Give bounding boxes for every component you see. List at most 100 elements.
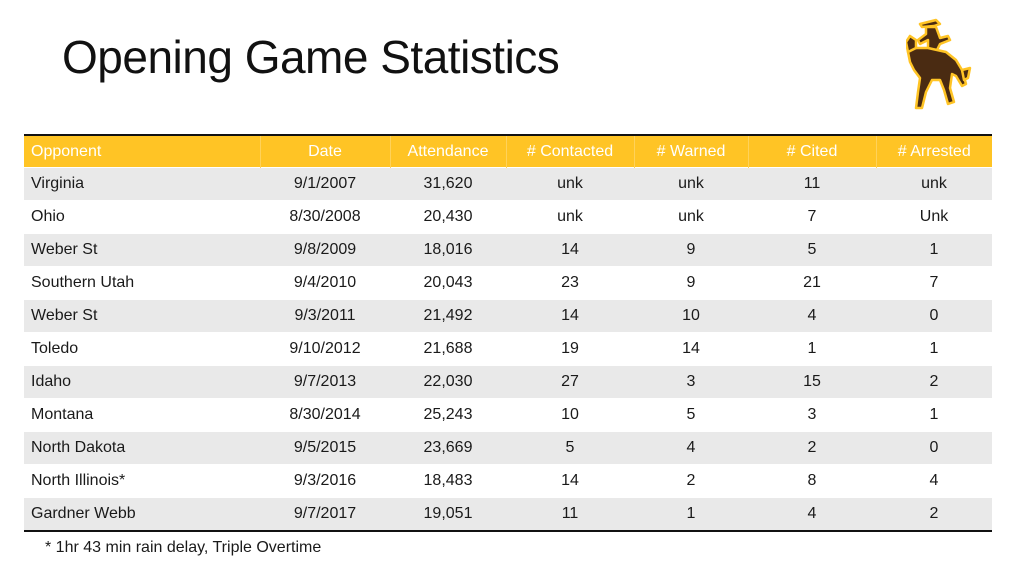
table-row: Gardner Webb 9/7/2017 19,051 11 1 4 2: [24, 497, 992, 530]
cell-attendance: 21,688: [390, 332, 506, 366]
cell-warned: 9: [634, 266, 748, 300]
cell-cited: 5: [748, 233, 876, 267]
cell-opponent: North Dakota: [24, 431, 260, 465]
cell-warned: 5: [634, 398, 748, 432]
cell-cited: 2: [748, 431, 876, 465]
cell-contacted: 10: [506, 398, 634, 432]
cell-arrested: 4: [876, 464, 992, 498]
cell-contacted: 23: [506, 266, 634, 300]
table-row: Virginia 9/1/2007 31,620 unk unk 11 unk: [24, 167, 992, 201]
cell-arrested: 7: [876, 266, 992, 300]
cell-contacted: 14: [506, 299, 634, 333]
statistics-table-container: Opponent Date Attendance # Contacted # W…: [24, 134, 992, 532]
cell-arrested: 0: [876, 299, 992, 333]
cell-opponent: Weber St: [24, 299, 260, 333]
cell-cited: 1: [748, 332, 876, 366]
statistics-table: Opponent Date Attendance # Contacted # W…: [24, 136, 992, 530]
cell-attendance: 19,051: [390, 497, 506, 530]
cell-date: 9/8/2009: [260, 233, 390, 267]
cell-date: 8/30/2008: [260, 200, 390, 234]
cell-arrested: unk: [876, 167, 992, 201]
cell-attendance: 21,492: [390, 299, 506, 333]
cell-arrested: 2: [876, 365, 992, 399]
cell-date: 9/3/2011: [260, 299, 390, 333]
footnote: * 1hr 43 min rain delay, Triple Overtime: [45, 539, 322, 556]
column-header-cited: # Cited: [747, 136, 876, 168]
cell-attendance: 31,620: [390, 167, 506, 201]
cell-attendance: 23,669: [390, 431, 506, 465]
cell-contacted: 11: [506, 497, 634, 530]
cell-date: 9/10/2012: [260, 332, 390, 366]
column-header-arrested: # Arrested: [875, 136, 992, 168]
cell-attendance: 20,430: [390, 200, 506, 234]
page-title: Opening Game Statistics: [62, 31, 560, 83]
cell-arrested: 2: [876, 497, 992, 530]
cell-cited: 4: [748, 299, 876, 333]
cell-attendance: 25,243: [390, 398, 506, 432]
cell-contacted: 5: [506, 431, 634, 465]
cell-opponent: Montana: [24, 398, 260, 432]
cell-cited: 8: [748, 464, 876, 498]
cell-arrested: 1: [876, 332, 992, 366]
column-header-date: Date: [259, 136, 390, 168]
cell-warned: 9: [634, 233, 748, 267]
cell-warned: unk: [634, 200, 748, 234]
cell-warned: 14: [634, 332, 748, 366]
cell-cited: 4: [748, 497, 876, 530]
cell-attendance: 18,016: [390, 233, 506, 267]
column-header-contacted: # Contacted: [505, 136, 634, 168]
table-row: Toledo 9/10/2012 21,688 19 14 1 1: [24, 332, 992, 366]
cell-cited: 7: [748, 200, 876, 234]
cell-date: 9/7/2017: [260, 497, 390, 530]
cell-date: 9/7/2013: [260, 365, 390, 399]
table-row: North Dakota 9/5/2015 23,669 5 4 2 0: [24, 431, 992, 465]
cell-date: 9/1/2007: [260, 167, 390, 201]
cell-warned: 2: [634, 464, 748, 498]
cell-attendance: 18,483: [390, 464, 506, 498]
cell-arrested: Unk: [876, 200, 992, 234]
cell-opponent: Ohio: [24, 200, 260, 234]
cell-cited: 21: [748, 266, 876, 300]
cell-contacted: 14: [506, 233, 634, 267]
cell-contacted: 14: [506, 464, 634, 498]
cell-warned: 1: [634, 497, 748, 530]
cell-arrested: 0: [876, 431, 992, 465]
column-header-warned: # Warned: [633, 136, 748, 168]
cell-contacted: 19: [506, 332, 634, 366]
table-row: Ohio 8/30/2008 20,430 unk unk 7 Unk: [24, 200, 992, 234]
table-row: Weber St 9/3/2011 21,492 14 10 4 0: [24, 299, 992, 333]
cell-opponent: North Illinois*: [24, 464, 260, 498]
cell-warned: 10: [634, 299, 748, 333]
table-row: Southern Utah 9/4/2010 20,043 23 9 21 7: [24, 266, 992, 300]
cell-arrested: 1: [876, 233, 992, 267]
cell-contacted: 27: [506, 365, 634, 399]
cell-opponent: Idaho: [24, 365, 260, 399]
cell-date: 9/4/2010: [260, 266, 390, 300]
cell-contacted: unk: [506, 200, 634, 234]
cell-warned: unk: [634, 167, 748, 201]
cell-opponent: Southern Utah: [24, 266, 260, 300]
cell-date: 8/30/2014: [260, 398, 390, 432]
table-header-row: Opponent Date Attendance # Contacted # W…: [24, 136, 992, 168]
cell-cited: 11: [748, 167, 876, 201]
cell-arrested: 1: [876, 398, 992, 432]
cell-warned: 3: [634, 365, 748, 399]
cell-warned: 4: [634, 431, 748, 465]
cell-opponent: Virginia: [24, 167, 260, 201]
cell-cited: 15: [748, 365, 876, 399]
table-row: Montana 8/30/2014 25,243 10 5 3 1: [24, 398, 992, 432]
table-row: North Illinois* 9/3/2016 18,483 14 2 8 4: [24, 464, 992, 498]
bucking-horse-rider-icon: [906, 18, 972, 110]
cell-date: 9/3/2016: [260, 464, 390, 498]
table-row: Idaho 9/7/2013 22,030 27 3 15 2: [24, 365, 992, 399]
cell-contacted: unk: [506, 167, 634, 201]
cell-attendance: 20,043: [390, 266, 506, 300]
cell-date: 9/5/2015: [260, 431, 390, 465]
cell-opponent: Weber St: [24, 233, 260, 267]
table-row: Weber St 9/8/2009 18,016 14 9 5 1: [24, 233, 992, 267]
cell-attendance: 22,030: [390, 365, 506, 399]
cell-cited: 3: [748, 398, 876, 432]
cell-opponent: Gardner Webb: [24, 497, 260, 530]
column-header-opponent: Opponent: [24, 136, 260, 168]
column-header-attendance: Attendance: [389, 136, 506, 168]
